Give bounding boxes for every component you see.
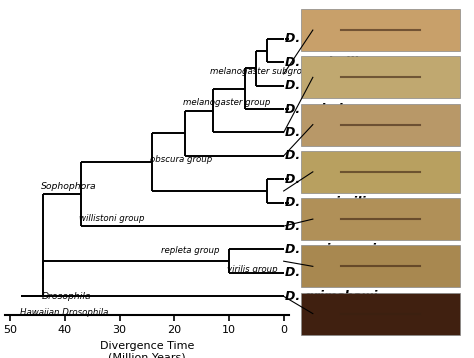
Text: D. simulans: D. simulans [285, 32, 367, 45]
Text: D. sechellia: D. sechellia [285, 56, 367, 69]
FancyBboxPatch shape [301, 293, 460, 334]
FancyBboxPatch shape [301, 198, 460, 240]
Text: D. pseudoobscura: D. pseudoobscura [285, 173, 412, 186]
Text: D. persimilis: D. persimilis [285, 196, 374, 209]
Text: D. ananassae: D. ananassae [285, 149, 380, 163]
Text: D. willistoni: D. willistoni [285, 219, 369, 233]
Text: D. virilis: D. virilis [285, 266, 344, 279]
X-axis label: Divergence Time
(Million Years): Divergence Time (Million Years) [100, 341, 194, 358]
Text: melanogaster group: melanogaster group [183, 98, 270, 107]
Text: repleta group: repleta group [161, 246, 219, 255]
FancyBboxPatch shape [301, 151, 460, 193]
Text: virilis group: virilis group [227, 265, 277, 274]
Text: Drosophila: Drosophila [41, 292, 91, 301]
Text: Hawaiian Drosophila: Hawaiian Drosophila [19, 308, 108, 317]
Text: D. mojavensis: D. mojavensis [285, 243, 384, 256]
FancyBboxPatch shape [301, 56, 460, 98]
Text: D. melanogaster: D. melanogaster [285, 79, 402, 92]
Text: willistoni group: willistoni group [79, 214, 145, 223]
Text: melanogaster subgroup: melanogaster subgroup [210, 67, 313, 76]
Text: Sophophora: Sophophora [41, 182, 97, 190]
Text: D. yakuba: D. yakuba [285, 102, 356, 116]
FancyBboxPatch shape [301, 246, 460, 287]
Text: D. erecta: D. erecta [285, 126, 350, 139]
Text: D. grimshawi: D. grimshawi [285, 290, 378, 303]
FancyBboxPatch shape [301, 9, 460, 51]
FancyBboxPatch shape [301, 104, 460, 145]
Text: obscura group: obscura group [150, 155, 212, 164]
